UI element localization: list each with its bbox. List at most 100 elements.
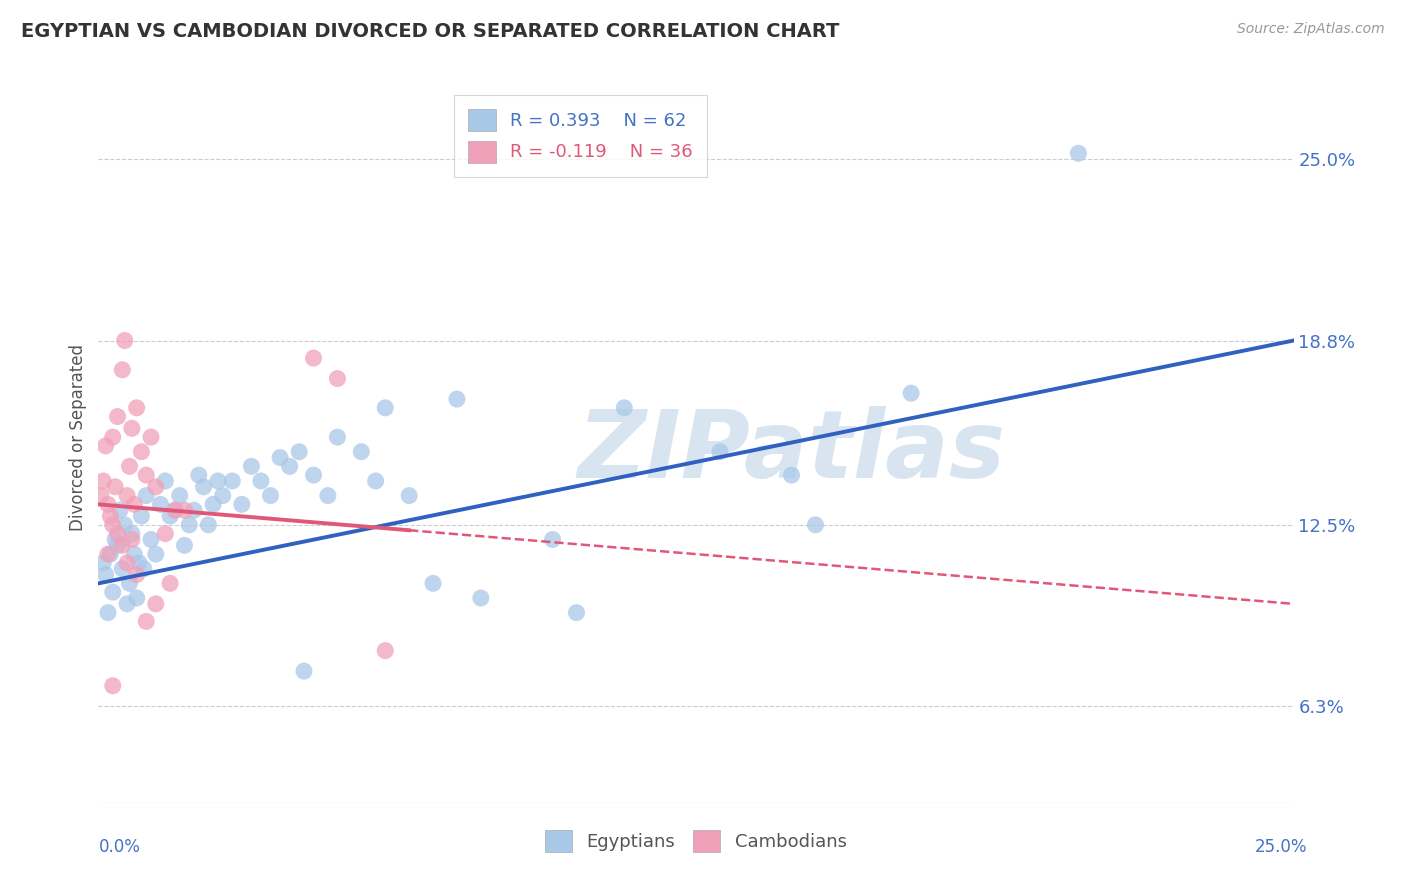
Y-axis label: Divorced or Separated: Divorced or Separated bbox=[69, 343, 87, 531]
Point bbox=[709, 444, 731, 458]
Point bbox=[115, 597, 138, 611]
Text: 0.0%: 0.0% bbox=[98, 838, 141, 856]
Point bbox=[114, 334, 136, 348]
Point bbox=[231, 497, 253, 511]
Point bbox=[269, 450, 291, 465]
Point bbox=[804, 517, 827, 532]
Point bbox=[111, 538, 134, 552]
Point bbox=[565, 606, 588, 620]
Point bbox=[101, 517, 124, 532]
Point bbox=[124, 497, 146, 511]
Point bbox=[278, 459, 301, 474]
Point bbox=[179, 517, 201, 532]
Point bbox=[259, 489, 281, 503]
Point bbox=[104, 533, 127, 547]
Point bbox=[125, 591, 148, 605]
Point bbox=[125, 567, 148, 582]
Point bbox=[470, 591, 492, 605]
Point bbox=[91, 474, 114, 488]
Point bbox=[900, 386, 922, 401]
Point bbox=[108, 503, 131, 517]
Point bbox=[132, 562, 155, 576]
Point bbox=[202, 497, 225, 511]
Point bbox=[131, 509, 153, 524]
Point bbox=[94, 439, 117, 453]
Point bbox=[135, 489, 157, 503]
Point bbox=[316, 489, 339, 503]
Point bbox=[374, 401, 396, 415]
Point bbox=[159, 509, 181, 524]
Point bbox=[302, 351, 325, 365]
Point bbox=[107, 409, 129, 424]
Point bbox=[350, 444, 373, 458]
Point bbox=[118, 576, 141, 591]
Point bbox=[101, 585, 124, 599]
Point bbox=[131, 444, 153, 458]
Point bbox=[446, 392, 468, 406]
Point bbox=[97, 547, 120, 561]
Point bbox=[541, 533, 564, 547]
Point bbox=[326, 371, 349, 385]
Point bbox=[115, 489, 138, 503]
Point bbox=[221, 474, 243, 488]
Point bbox=[187, 468, 209, 483]
Text: Source: ZipAtlas.com: Source: ZipAtlas.com bbox=[1237, 22, 1385, 37]
Point bbox=[125, 401, 148, 415]
Point bbox=[169, 489, 191, 503]
Point bbox=[422, 576, 444, 591]
Point bbox=[90, 489, 112, 503]
Point bbox=[104, 480, 127, 494]
Point bbox=[288, 444, 311, 458]
Point bbox=[163, 503, 186, 517]
Point bbox=[101, 679, 124, 693]
Point bbox=[111, 562, 134, 576]
Point bbox=[97, 497, 120, 511]
Point bbox=[97, 606, 120, 620]
Point bbox=[211, 489, 233, 503]
Point bbox=[111, 363, 134, 377]
Point bbox=[115, 556, 138, 570]
Point bbox=[139, 430, 162, 444]
Text: ZIPatlas: ZIPatlas bbox=[578, 406, 1005, 498]
Point bbox=[128, 556, 150, 570]
Point bbox=[98, 547, 122, 561]
Point bbox=[107, 526, 129, 541]
Point bbox=[197, 517, 219, 532]
Point bbox=[374, 643, 396, 657]
Point bbox=[139, 533, 162, 547]
Point bbox=[780, 468, 803, 483]
Point bbox=[250, 474, 273, 488]
Point bbox=[135, 468, 157, 483]
Point bbox=[145, 597, 167, 611]
Point bbox=[121, 526, 143, 541]
Text: 25.0%: 25.0% bbox=[1256, 838, 1308, 856]
Point bbox=[207, 474, 229, 488]
Point bbox=[107, 538, 129, 552]
Point bbox=[135, 615, 157, 629]
Point bbox=[183, 503, 205, 517]
Point bbox=[145, 547, 167, 561]
Point bbox=[118, 459, 141, 474]
Point bbox=[613, 401, 636, 415]
Point bbox=[173, 538, 195, 552]
Point bbox=[121, 421, 143, 435]
Point bbox=[121, 533, 143, 547]
Point bbox=[145, 480, 167, 494]
Text: EGYPTIAN VS CAMBODIAN DIVORCED OR SEPARATED CORRELATION CHART: EGYPTIAN VS CAMBODIAN DIVORCED OR SEPARA… bbox=[21, 22, 839, 41]
Point bbox=[159, 576, 181, 591]
Point bbox=[155, 474, 177, 488]
Point bbox=[364, 474, 387, 488]
Point bbox=[149, 497, 172, 511]
Point bbox=[240, 459, 263, 474]
Point bbox=[101, 430, 124, 444]
Point bbox=[292, 664, 315, 678]
Point bbox=[1067, 146, 1090, 161]
Point bbox=[193, 480, 215, 494]
Point bbox=[94, 567, 117, 582]
Point bbox=[326, 430, 349, 444]
Point bbox=[398, 489, 420, 503]
Point bbox=[98, 509, 122, 524]
Legend: Egyptians, Cambodians: Egyptians, Cambodians bbox=[538, 823, 853, 860]
Point bbox=[124, 547, 146, 561]
Point bbox=[302, 468, 325, 483]
